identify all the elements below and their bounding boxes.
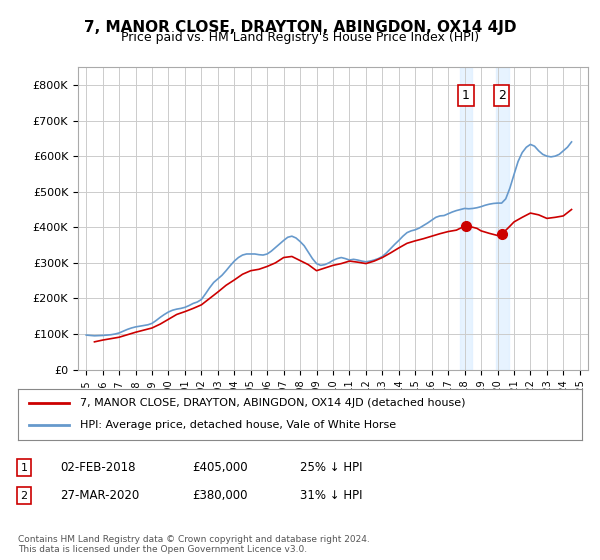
Text: 25% ↓ HPI: 25% ↓ HPI: [300, 461, 362, 474]
Bar: [496, 67, 509, 370]
Bar: [460, 67, 472, 370]
Text: 1: 1: [462, 89, 470, 102]
Text: 7, MANOR CLOSE, DRAYTON, ABINGDON, OX14 4JD (detached house): 7, MANOR CLOSE, DRAYTON, ABINGDON, OX14 …: [80, 398, 466, 408]
Text: 02-FEB-2018: 02-FEB-2018: [60, 461, 136, 474]
Text: 27-MAR-2020: 27-MAR-2020: [60, 489, 139, 502]
Text: HPI: Average price, detached house, Vale of White Horse: HPI: Average price, detached house, Vale…: [80, 421, 396, 431]
Text: £405,000: £405,000: [192, 461, 248, 474]
Text: 1: 1: [20, 463, 28, 473]
Text: 2: 2: [497, 89, 506, 102]
Text: £380,000: £380,000: [192, 489, 248, 502]
Text: Price paid vs. HM Land Registry's House Price Index (HPI): Price paid vs. HM Land Registry's House …: [121, 31, 479, 44]
Text: 7, MANOR CLOSE, DRAYTON, ABINGDON, OX14 4JD: 7, MANOR CLOSE, DRAYTON, ABINGDON, OX14 …: [84, 20, 516, 35]
Text: 2: 2: [20, 491, 28, 501]
Text: 31% ↓ HPI: 31% ↓ HPI: [300, 489, 362, 502]
Text: Contains HM Land Registry data © Crown copyright and database right 2024.
This d: Contains HM Land Registry data © Crown c…: [18, 535, 370, 554]
